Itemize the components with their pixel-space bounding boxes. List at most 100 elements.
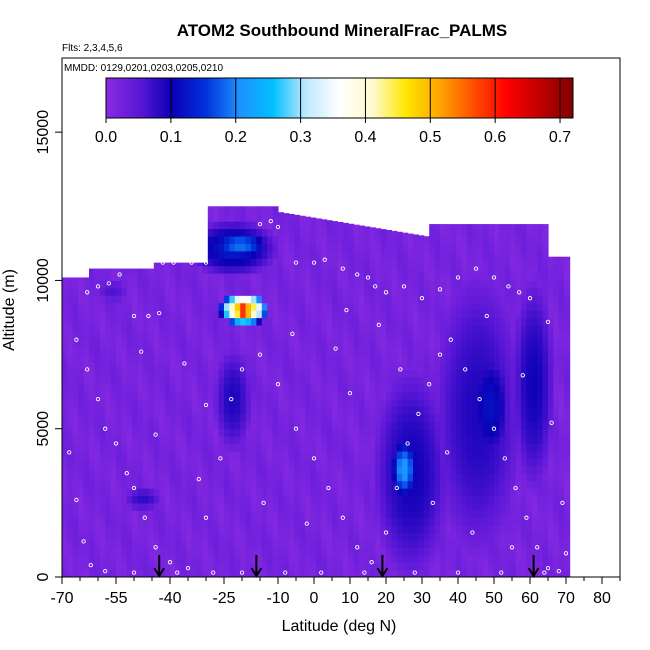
heatmap-cell <box>148 384 155 393</box>
colorbar: 0.0 0.1 0.2 0.3 0.4 0.5 0.6 0.7 <box>95 77 574 146</box>
heatmap-cell <box>116 488 122 497</box>
heatmap-cell <box>294 228 301 237</box>
heatmap-cell <box>429 273 436 282</box>
heatmap-cell <box>310 525 317 534</box>
heatmap-cell <box>521 324 527 333</box>
heatmap-cell <box>153 354 160 363</box>
heatmap-cell <box>380 480 387 489</box>
heatmap-cell <box>488 532 495 541</box>
heatmap-cell <box>272 347 279 356</box>
heatmap-cell <box>510 495 517 504</box>
heatmap-cell <box>197 354 203 363</box>
heatmap-cell <box>391 376 398 385</box>
heatmap-cell <box>89 295 95 304</box>
heatmap-cell <box>197 273 203 282</box>
heatmap-cell <box>531 532 538 541</box>
heatmap-cell <box>251 391 257 400</box>
heatmap-cell <box>477 250 484 259</box>
heatmap-cell <box>369 399 376 408</box>
heatmap-cell <box>288 532 295 541</box>
heatmap-cell <box>278 384 284 393</box>
heatmap-cell <box>197 287 203 296</box>
heatmap-cell <box>94 317 101 326</box>
heatmap-cell <box>337 361 344 370</box>
heatmap-cell <box>229 399 236 408</box>
heatmap-cell <box>515 488 522 497</box>
observation-point <box>311 456 317 461</box>
heatmap-cell <box>99 273 106 282</box>
heatmap-cell <box>429 317 436 326</box>
heatmap-cell <box>72 361 79 370</box>
heatmap-cell <box>245 450 252 459</box>
heatmap-cell <box>418 361 425 370</box>
heatmap-cell <box>164 265 171 274</box>
heatmap-cell <box>94 413 101 422</box>
heatmap-cell <box>391 488 398 497</box>
heatmap-cell <box>332 562 338 571</box>
heatmap-cell <box>499 391 506 400</box>
heatmap-cell <box>375 554 382 563</box>
heatmap-cell <box>364 310 371 319</box>
heatmap-cell <box>396 258 403 267</box>
heatmap-cell <box>332 517 338 526</box>
heatmap-cell <box>456 428 463 437</box>
heatmap-cell <box>299 317 306 326</box>
heatmap-cell <box>418 428 425 437</box>
heatmap-cell <box>558 317 565 326</box>
heatmap-cell <box>272 339 279 348</box>
heatmap-cell <box>348 250 355 259</box>
heatmap-cell <box>213 221 220 230</box>
heatmap-cell <box>348 310 355 319</box>
heatmap-cell <box>369 443 376 452</box>
heatmap-cell <box>326 228 333 237</box>
heatmap-cell <box>402 406 409 415</box>
heatmap-cell <box>175 376 182 385</box>
heatmap-cell <box>396 525 403 534</box>
heatmap-cell <box>267 324 274 333</box>
heatmap-cell <box>510 347 517 356</box>
heatmap-cell <box>434 532 441 541</box>
heatmap-cell <box>375 473 382 482</box>
heatmap-cell <box>461 554 468 563</box>
heatmap-cell <box>548 532 554 541</box>
heatmap-cell <box>137 310 144 319</box>
heatmap-cell <box>110 384 117 393</box>
heatmap-cell <box>445 287 452 296</box>
heatmap-cell <box>450 525 457 534</box>
heatmap-cell <box>191 262 198 267</box>
heatmap-cell <box>170 421 176 430</box>
heatmap-cell <box>429 539 436 548</box>
heatmap-cell <box>337 228 344 237</box>
heatmap-cell <box>434 488 441 497</box>
heatmap-cell <box>67 354 74 363</box>
heatmap-cell <box>564 465 571 474</box>
heatmap-cell <box>89 347 95 356</box>
heatmap-cell <box>386 376 392 385</box>
heatmap-cell <box>164 473 171 482</box>
heatmap-cell <box>510 413 517 422</box>
heatmap-cell <box>558 295 565 304</box>
heatmap-cell <box>143 569 149 577</box>
heatmap-cell <box>159 265 166 274</box>
heatmap-cell <box>218 413 225 422</box>
heatmap-cell <box>504 339 511 348</box>
heatmap-cell <box>78 539 85 548</box>
heatmap-cell <box>504 406 511 415</box>
heatmap-cell <box>240 458 247 467</box>
heatmap-cell <box>126 406 133 415</box>
heatmap-cell <box>294 525 301 534</box>
heatmap-cell <box>278 213 284 222</box>
heatmap-cell <box>310 332 317 341</box>
heatmap-cell <box>267 273 274 282</box>
heatmap-cell <box>197 339 203 348</box>
heatmap-cell <box>143 361 149 370</box>
heatmap-cell <box>521 502 527 511</box>
heatmap-cell <box>148 562 155 571</box>
heatmap-cell <box>121 332 128 341</box>
heatmap-cell <box>364 517 371 526</box>
heatmap-cell <box>531 488 538 497</box>
heatmap-cell <box>207 458 214 467</box>
heatmap-cell <box>542 302 549 311</box>
heatmap-cell <box>234 421 241 430</box>
heatmap-cell <box>515 332 522 341</box>
